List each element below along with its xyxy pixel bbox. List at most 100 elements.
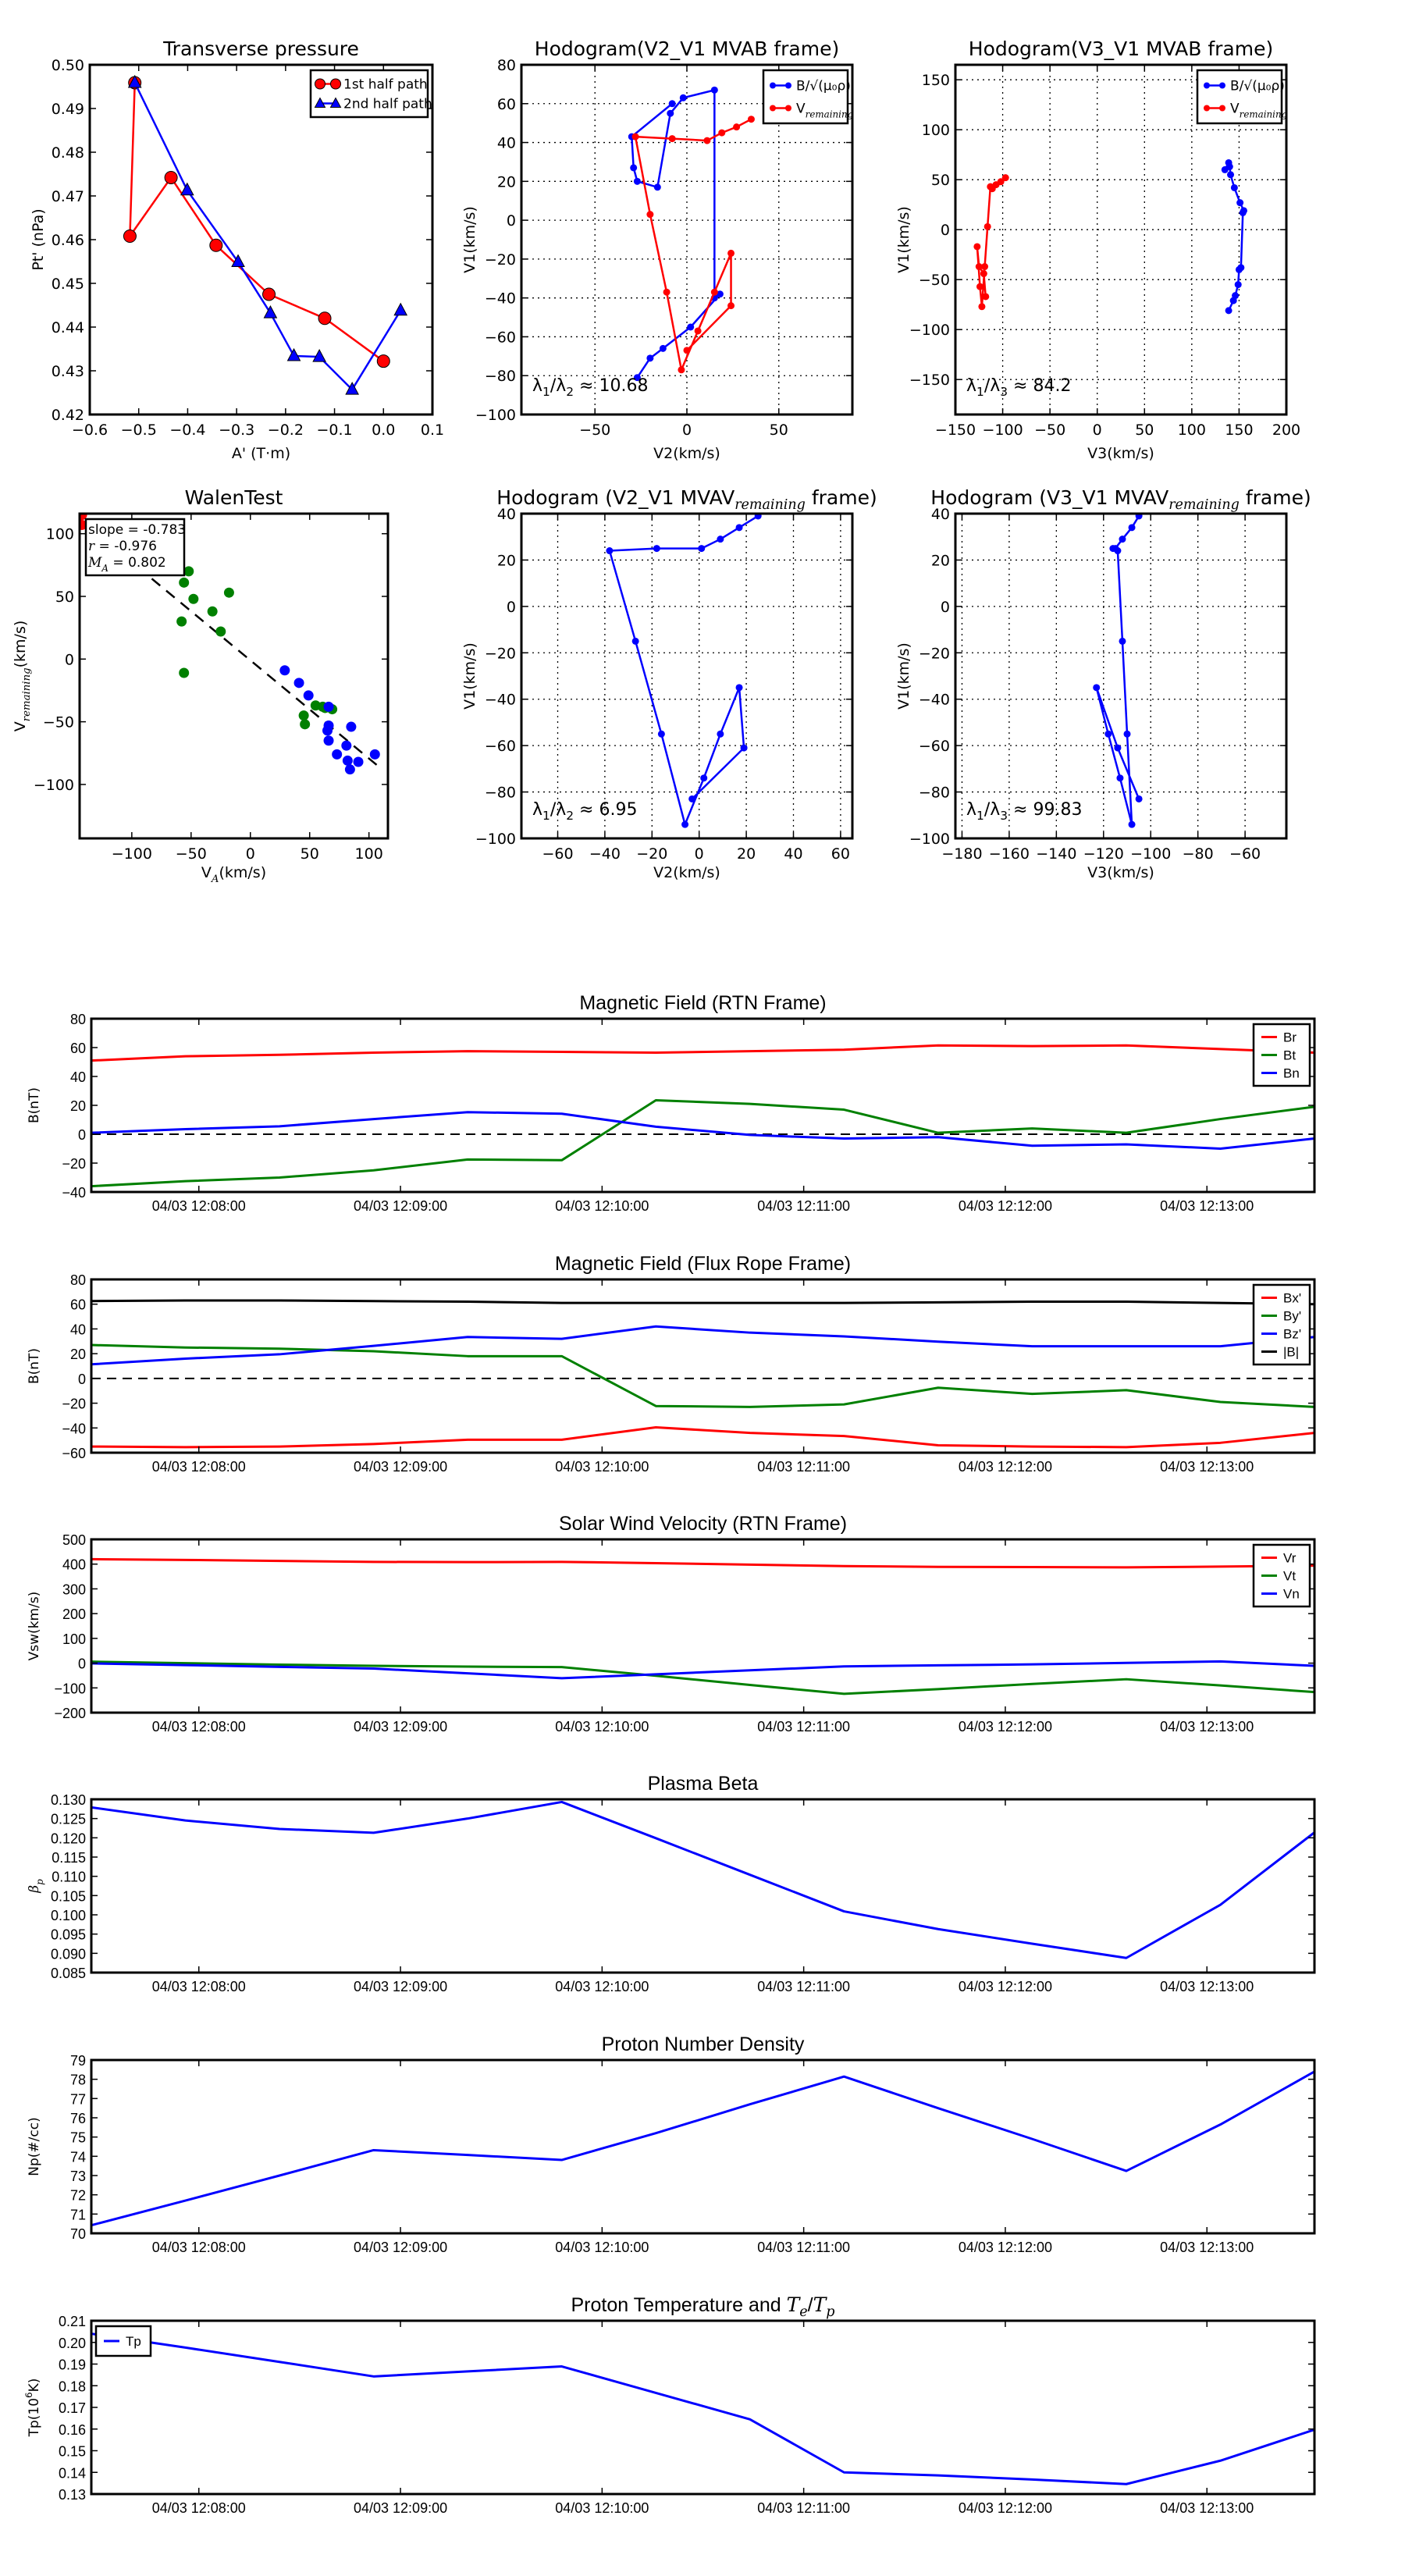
y-tick-label: 0: [78, 1127, 86, 1143]
data-point: [735, 524, 743, 532]
y-tick-label: 0.110: [52, 1870, 86, 1885]
y-tick-label: −80: [485, 368, 516, 385]
chart-title: Hodogram (V2_V1 MVAVremaining frame): [496, 486, 877, 513]
data-point: [987, 183, 994, 190]
x-tick-label: −20: [636, 845, 667, 863]
text-segment: remaining: [735, 497, 806, 513]
series-vr: [91, 1557, 1314, 1569]
x-tick-label: −50: [579, 422, 610, 439]
stats-line: MA = 0.802: [87, 555, 166, 574]
text-segment: β: [27, 1885, 42, 1894]
x-tick-label: 04/03 12:11:00: [757, 1459, 850, 1475]
y-tick-label: 0: [941, 222, 950, 239]
series-np: [91, 2070, 1314, 2227]
text-segment: V: [1230, 101, 1240, 117]
y-tick-label: 0.18: [59, 2379, 86, 2394]
legend: B/√(μ₀ρ) Vremaining: [762, 69, 854, 125]
x-tick-label: 40: [784, 845, 802, 863]
y-tick-label: 0.21: [59, 2314, 86, 2329]
y-tick-label: −20: [62, 1397, 86, 1412]
x-tick-label: −0.2: [268, 422, 304, 439]
data-point: [323, 735, 334, 746]
y-tick-label: −80: [485, 785, 516, 802]
data-point: [1128, 524, 1136, 532]
series-line: [91, 1325, 1314, 1366]
y-tick-label: −20: [919, 645, 950, 662]
text-segment: Hodogram (V3_V1 MVAV: [930, 486, 1168, 509]
y-tick-label: 0: [65, 651, 74, 668]
text-segment: /λ: [984, 376, 1000, 396]
data-point: [353, 756, 364, 767]
data-point: [1104, 730, 1112, 738]
plot-area: [80, 514, 382, 775]
x-tick-label: 50: [770, 422, 788, 439]
x-tick-label: 04/03 12:10:00: [555, 1979, 649, 1994]
y-tick-label: 0: [78, 1372, 86, 1387]
plot-area: [606, 514, 762, 828]
y-tick-label: 0.50: [52, 57, 84, 74]
legend-label: Bz': [1283, 1327, 1301, 1342]
y-tick-label: 0.115: [52, 1850, 86, 1866]
series-beta: [91, 1800, 1314, 1959]
series-b-: [1221, 158, 1247, 315]
data-point: [663, 288, 670, 296]
data-point: [341, 740, 352, 751]
y-tick-label: −20: [485, 251, 516, 269]
x-tick-label: 04/03 12:09:00: [354, 2500, 447, 2516]
series-bt: [91, 1099, 1314, 1188]
x-tick-label: 04/03 12:13:00: [1160, 2500, 1254, 2516]
x-tick-label: 200: [1272, 422, 1300, 439]
y-tick-label: −40: [62, 1421, 86, 1436]
y-tick-label: 20: [931, 552, 950, 569]
legend-marker: [770, 105, 776, 112]
text-segment: 1: [976, 385, 984, 399]
y-tick-label: 0.20: [59, 2336, 86, 2351]
series-line: [91, 2070, 1314, 2227]
stats-box: [84, 518, 186, 577]
text-segment: A: [210, 873, 219, 885]
plot-area: [628, 86, 755, 382]
legend-marker: [314, 97, 326, 108]
text-segment: (km/s): [219, 864, 266, 881]
text-segment: /: [808, 2294, 813, 2316]
x-tick-label: −150: [935, 422, 976, 439]
y-tick-label: 300: [62, 1582, 86, 1597]
data-point: [633, 374, 641, 382]
x-tick-label: 04/03 12:12:00: [959, 1979, 1052, 1994]
x-axis-label: V3(km/s): [1087, 864, 1154, 881]
y-axis-label: B(nT): [27, 1087, 42, 1123]
x-tick-label: 04/03 12:10:00: [555, 1459, 649, 1475]
y-tick-label: −60: [485, 738, 516, 755]
text-segment: V: [12, 721, 29, 731]
data-point: [293, 678, 304, 688]
series-vn: [91, 1660, 1314, 1680]
y-axis-label: V1(km/s): [895, 206, 912, 273]
series-hodogram: [606, 514, 762, 828]
legend-label: Vt: [1283, 1569, 1296, 1584]
data-point: [688, 795, 696, 802]
data-point: [1114, 547, 1122, 555]
x-axis-label: A' (T·m): [232, 445, 290, 462]
x-tick-label: 04/03 12:11:00: [757, 1198, 850, 1214]
legend-marker: [315, 78, 325, 90]
data-point: [703, 137, 711, 144]
series-line: [133, 82, 402, 391]
data-point: [207, 606, 218, 617]
data-point: [981, 263, 989, 271]
chart-title: Hodogram(V2_V1 MVAB frame): [535, 37, 839, 60]
x-tick-label: −140: [1036, 845, 1076, 863]
data-point: [653, 545, 660, 553]
data-point: [718, 129, 726, 137]
walen-test-chart: WalenTest−100 −50 0 50 100−100−50050100VA(km…: [12, 486, 389, 885]
y-tick-label: 0.43: [52, 363, 84, 380]
y-tick-label: 77: [70, 2091, 86, 2107]
data-point: [717, 730, 724, 738]
y-tick-label: −60: [485, 329, 516, 346]
x-tick-label: 04/03 12:11:00: [757, 1979, 850, 1994]
x-tick-label: 0: [1093, 422, 1102, 439]
x-tick-label: 20: [737, 845, 756, 863]
text-segment: Proton Temperature and: [571, 2294, 787, 2316]
